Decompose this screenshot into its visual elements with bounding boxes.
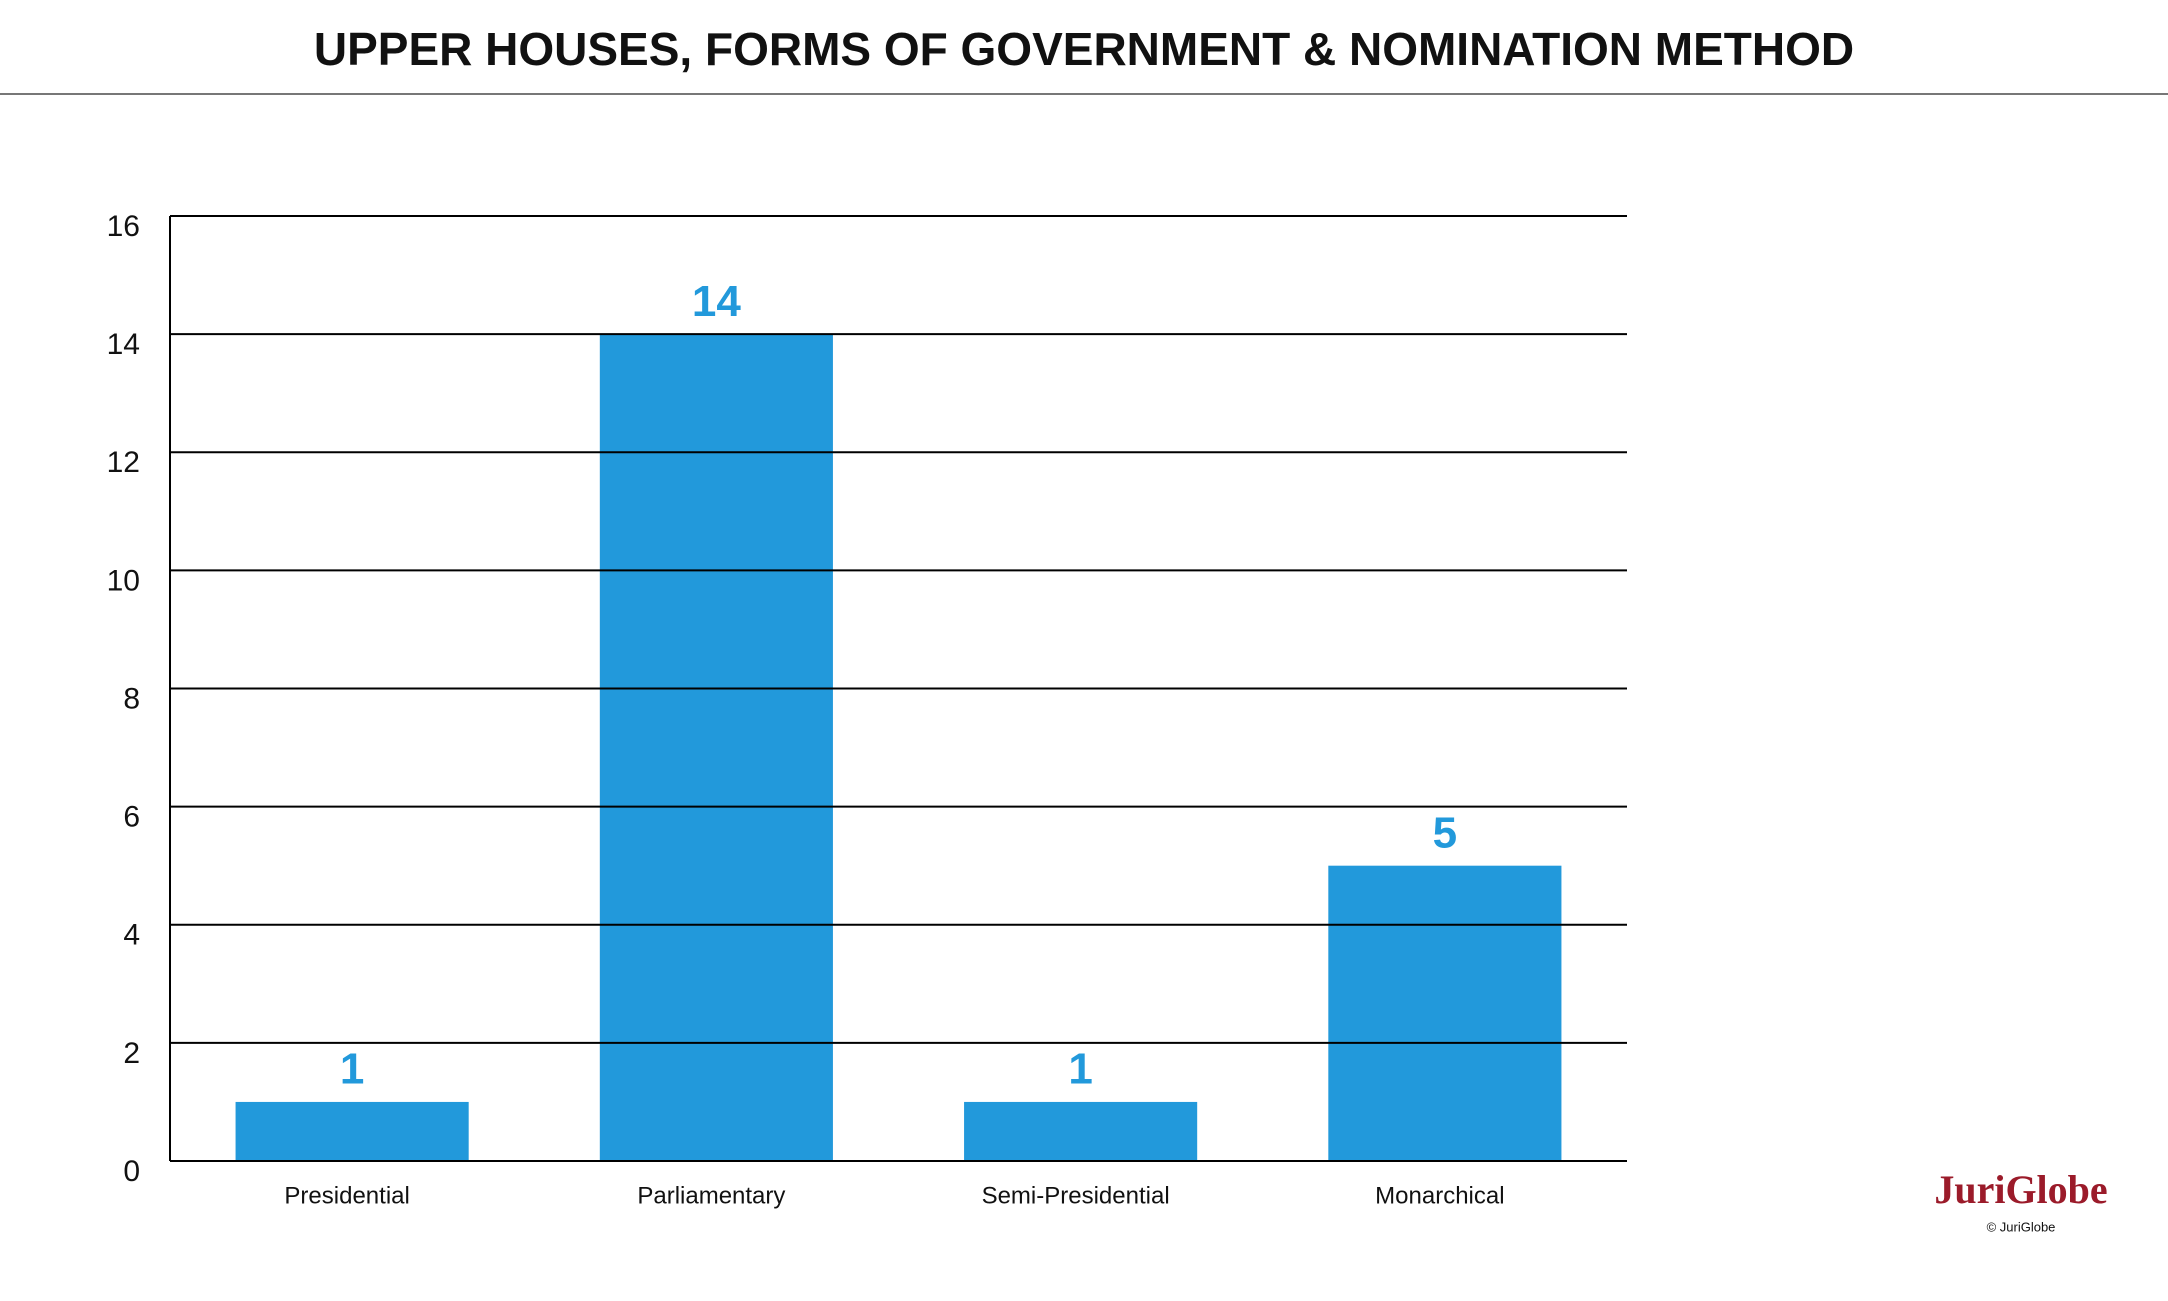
y-tick-label: 14	[107, 328, 140, 361]
y-tick-label: 2	[123, 1037, 140, 1070]
value-label: 1	[340, 1045, 364, 1094]
bar	[235, 1101, 469, 1161]
y-tick-label: 8	[123, 682, 140, 715]
bar	[599, 334, 833, 1161]
x-tick-label: Presidential	[284, 1182, 409, 1209]
y-tick-label: 6	[123, 801, 140, 834]
value-label: 5	[1433, 808, 1457, 857]
x-tick-label: Parliamentary	[637, 1182, 785, 1209]
x-tick-label: Monarchical	[1375, 1182, 1504, 1209]
chart-title: UPPER HOUSES, FORMS OF GOVERNMENT & NOMI…	[314, 23, 1854, 75]
bar	[1328, 865, 1562, 1161]
logo: JuriGlobe	[1934, 1167, 2107, 1212]
y-tick-label: 12	[107, 446, 140, 479]
bar	[964, 1101, 1198, 1161]
x-tick-label: Semi-Presidential	[982, 1182, 1170, 1209]
y-tick-label: 4	[123, 919, 140, 952]
value-label: 14	[692, 277, 741, 326]
y-tick-label: 0	[123, 1155, 140, 1188]
copyright: © JuriGlobe	[1987, 1219, 2056, 1234]
y-tick-label: 16	[107, 210, 140, 243]
y-tick-label: 10	[107, 564, 140, 597]
value-label: 1	[1068, 1045, 1092, 1094]
